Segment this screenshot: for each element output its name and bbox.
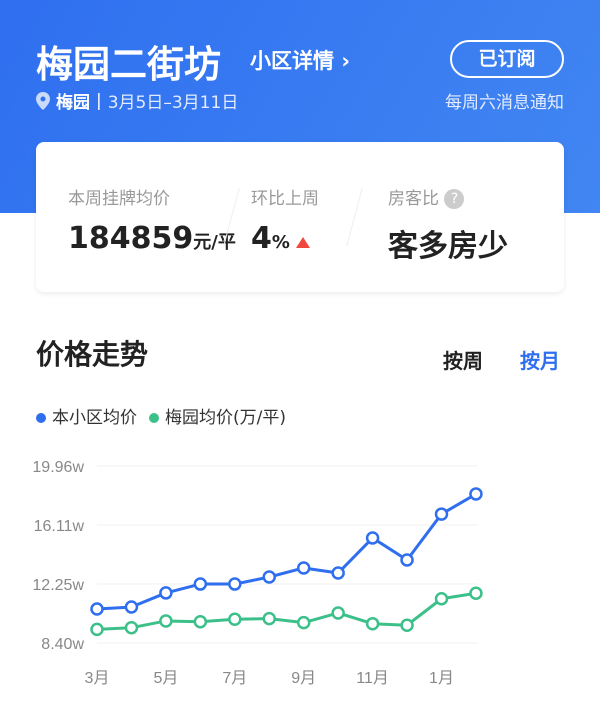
data-point: [228, 577, 242, 591]
y-tick-label: 16.11w: [34, 518, 85, 535]
data-point: [228, 612, 242, 627]
data-point: [400, 553, 414, 567]
data-point: [159, 586, 173, 600]
data-point: [193, 614, 208, 629]
divider: [346, 187, 363, 247]
x-tick-label: 1月: [429, 670, 454, 687]
data-point: [262, 611, 276, 626]
x-tick-label: 9月: [291, 670, 316, 687]
data-point: [124, 600, 139, 614]
data-point: [331, 606, 345, 620]
date-range: 3月5日–3月11日: [107, 93, 239, 113]
chevron-right-icon: ›: [341, 49, 350, 73]
ratio-value: 客多房少: [388, 229, 508, 264]
avg-price-stat: 本周挂牌均价 184859元/平: [68, 184, 236, 256]
data-point: [365, 616, 380, 631]
data-point: [262, 570, 276, 584]
y-tick-label: 19.96w: [32, 459, 84, 476]
data-point: [469, 487, 483, 501]
data-point: [365, 531, 380, 545]
data-point: [124, 620, 139, 635]
data-point: [193, 577, 208, 591]
ratio-stat: 房客比 ? 客多房少: [388, 184, 508, 265]
location-name: 梅园: [56, 93, 90, 113]
notice-text: 每周六消息通知: [445, 93, 564, 113]
location-row: 梅园 | 3月5日–3月11日: [36, 88, 238, 113]
series-line-1: [96, 492, 477, 611]
ratio-label: 房客比: [388, 189, 439, 209]
help-icon[interactable]: ?: [444, 189, 465, 209]
y-tick-label: 12.25w: [32, 577, 84, 594]
wow-unit: %: [271, 232, 290, 253]
trend-title: 价格走势: [36, 338, 149, 371]
data-point: [434, 592, 449, 606]
community-title: 梅园二街坊: [36, 43, 221, 86]
data-point: [296, 615, 311, 630]
location-pin-icon: [36, 91, 50, 110]
chart-legend: 本小区均价 梅园均价(万/平): [36, 403, 286, 428]
community-detail-link[interactable]: 小区详情 ›: [250, 45, 350, 75]
x-tick-label: 5月: [153, 670, 178, 687]
subscribe-button[interactable]: 已订阅: [450, 40, 564, 78]
x-tick-label: 3月: [85, 670, 110, 687]
price-trend-chart: 8.40w 12.25w 16.11w 19.96w 3月 5月 7月 9月 11月 1月: [32, 459, 483, 687]
data-point: [296, 561, 311, 575]
avg-price-label: 本周挂牌均价: [68, 189, 170, 209]
y-tick-label: 8.40w: [41, 636, 84, 653]
data-point: [469, 586, 483, 600]
data-point: [434, 507, 449, 521]
data-point: [159, 614, 173, 628]
legend-item-area[interactable]: 梅园均价(万/平): [149, 403, 286, 428]
x-tick-label: 7月: [222, 670, 247, 687]
tab-weekly[interactable]: 按周: [443, 349, 483, 373]
avg-price-unit: 元/平: [193, 232, 236, 253]
avg-price-value: 184859: [68, 221, 194, 256]
data-point: [90, 602, 104, 616]
wow-label: 环比上周: [251, 189, 319, 209]
wow-value: 4: [251, 221, 272, 256]
data-point: [90, 622, 104, 637]
legend-item-community[interactable]: 本小区均价: [36, 403, 137, 428]
detail-label: 小区详情: [250, 49, 334, 73]
data-point: [400, 618, 414, 632]
data-point: [331, 566, 345, 580]
stats-card: 本周挂牌均价 184859元/平 环比上周 4% 房客比 ? 客多房少: [36, 142, 564, 292]
up-triangle-icon: [295, 237, 310, 248]
x-tick-label: 11月: [356, 670, 389, 687]
wow-stat: 环比上周 4%: [251, 184, 319, 256]
tab-monthly[interactable]: 按月: [520, 349, 560, 373]
